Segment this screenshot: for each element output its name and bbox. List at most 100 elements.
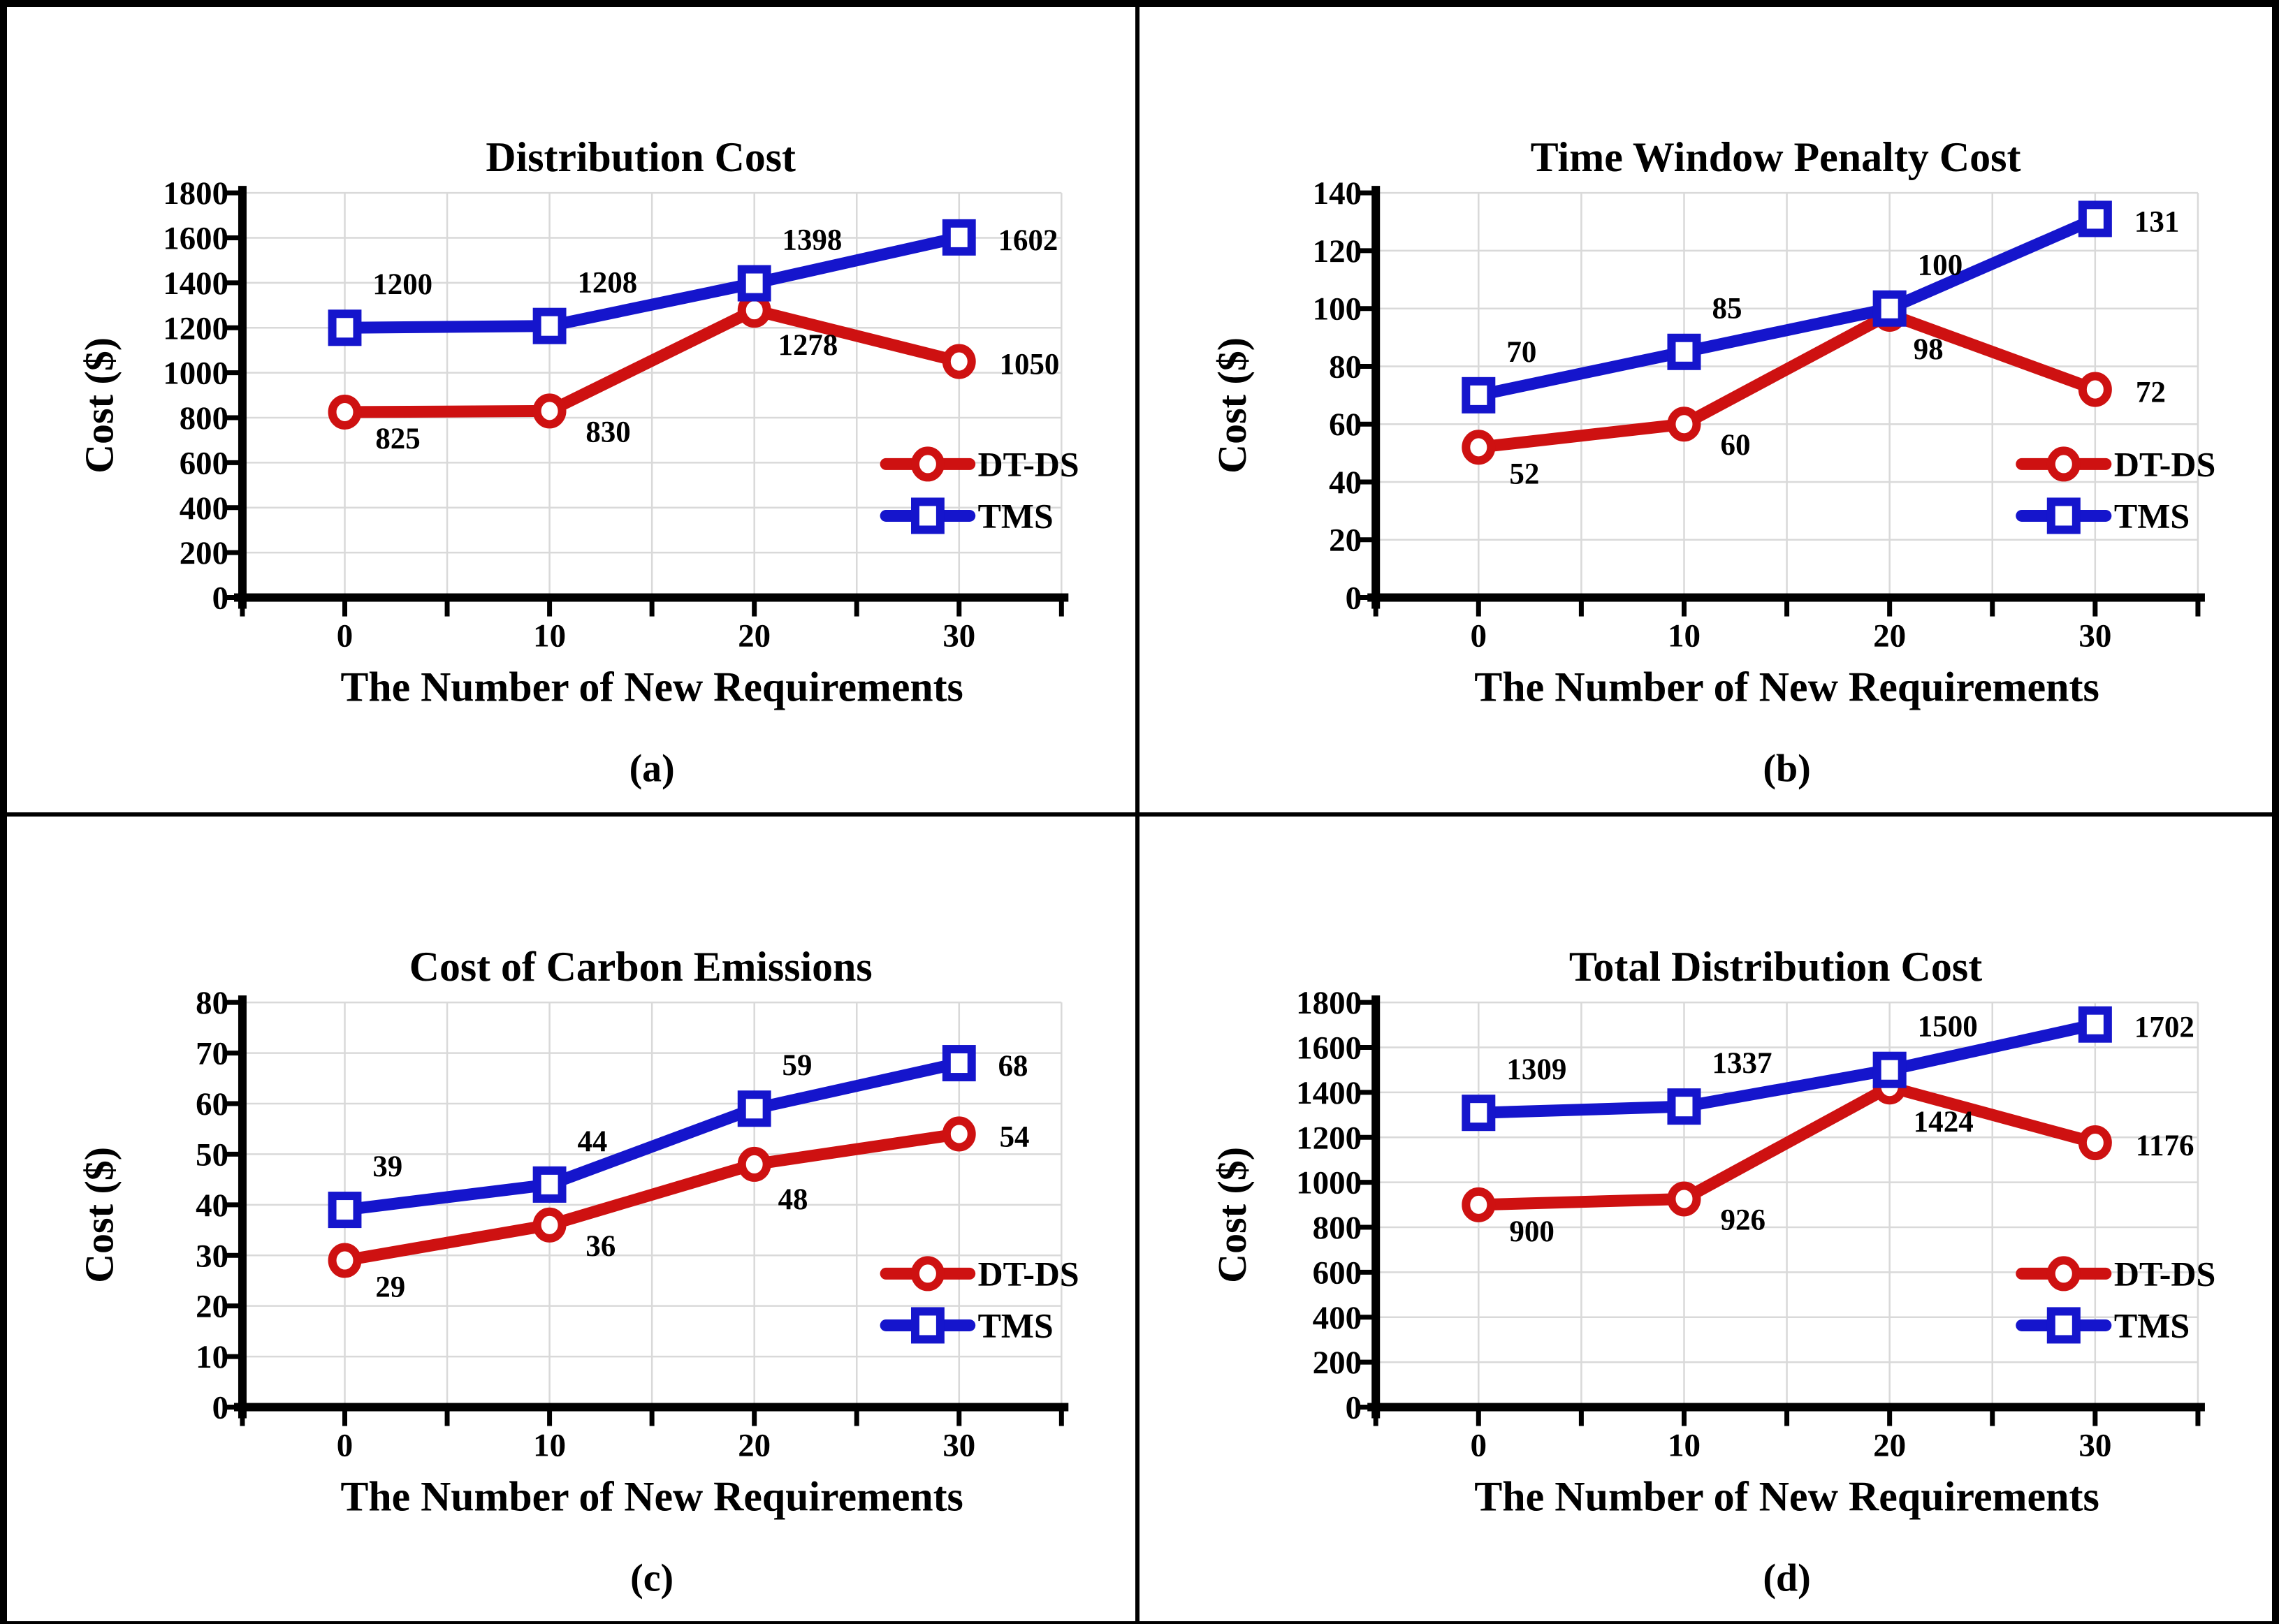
y-tick-label: 1800 [163, 175, 228, 212]
series-line-dt-ds [1472, 1081, 2102, 1211]
data-label: 52 [1509, 458, 1539, 490]
y-axis-title: Cost ($) [1209, 1147, 1255, 1283]
y-tick-label: 400 [1313, 1299, 1362, 1336]
series-line-tms [1472, 1018, 2102, 1119]
data-label: 1602 [998, 224, 1058, 257]
x-tick-label: 0 [1471, 1427, 1487, 1463]
series-line-tms [1472, 212, 2102, 402]
y-tick-label: 1000 [1296, 1164, 1362, 1201]
data-label: 131 [2134, 205, 2180, 238]
legend-label: TMS [2114, 496, 2190, 535]
data-label: 72 [2136, 376, 2166, 409]
x-tick-label: 30 [942, 617, 975, 654]
line-chart-b: 0 20 40 60 80 100 120 140 0 10 20 30 Time Window Pen… [1209, 134, 2215, 791]
legend-marker-circle [910, 446, 945, 482]
data-label: 900 [1509, 1215, 1554, 1248]
y-tick-label: 1800 [1296, 985, 1362, 1021]
marker-circle [942, 1116, 976, 1152]
y-tick-label: 0 [1346, 580, 1362, 617]
marker-square [328, 1191, 362, 1228]
marker-circle [1667, 407, 1701, 442]
data-label: 54 [1000, 1120, 1030, 1153]
series-line-tms [339, 231, 966, 334]
marker-square [737, 265, 771, 302]
x-tick-label: 10 [1668, 618, 1701, 654]
marker-square [532, 307, 567, 344]
y-tick-label: 60 [1329, 407, 1362, 443]
marker-square [328, 309, 362, 346]
y-tick-label: 20 [1329, 522, 1362, 559]
data-label: 1702 [2134, 1011, 2194, 1044]
marker-square [1872, 1051, 1907, 1088]
x-axis-title: The Number of New Requirements [340, 1473, 963, 1519]
x-axis-title: The Number of New Requirements [1474, 1473, 2099, 1519]
panel-caption: (b) [1763, 747, 1810, 791]
chart-panel-d: 0 200 400 600 800 1000 1200 1400 1600 1800 0 10 20 30… [1140, 816, 2272, 1622]
legend-marker-circle [2046, 446, 2081, 482]
y-tick-label: 30 [196, 1238, 228, 1274]
data-label: 29 [375, 1271, 405, 1303]
panel-caption: (d) [1763, 1556, 1810, 1600]
y-tick-label: 0 [212, 1389, 228, 1426]
legend-label: DT-DS [2114, 444, 2215, 483]
y-tick-label: 1400 [1296, 1075, 1362, 1111]
series-line-tms [339, 1057, 966, 1216]
chart-panel-a: 0 200 400 600 800 1000 1200 1400 1600 1800 0 10 20 30… [7, 7, 1140, 817]
marker-circle [532, 393, 567, 429]
legend-marker-square [910, 497, 945, 534]
marker-circle [1667, 1181, 1701, 1217]
y-tick-label: 1600 [163, 220, 228, 256]
chart-title: Time Window Penalty Cost [1531, 134, 2021, 180]
chart-title: Distribution Cost [486, 134, 796, 180]
x-tick-label: 20 [1873, 1427, 1906, 1463]
y-tick-label: 60 [196, 1086, 228, 1122]
x-tick-label: 20 [738, 1427, 771, 1463]
legend-label: DT-DS [978, 1254, 1079, 1293]
data-label: 1050 [1000, 349, 1060, 381]
data-label: 100 [1918, 249, 1963, 282]
marker-square [2078, 1006, 2112, 1043]
marker-circle [328, 394, 362, 430]
legend-marker-circle [2046, 1256, 2081, 1292]
marker-circle [737, 1146, 771, 1182]
x-tick-label: 10 [533, 1427, 566, 1463]
marker-square [1462, 376, 1496, 414]
y-tick-label: 0 [1346, 1389, 1362, 1426]
marker-circle [532, 1207, 567, 1243]
legend-marker-circle [910, 1256, 945, 1292]
y-tick-label: 800 [1313, 1210, 1362, 1246]
data-label: 44 [577, 1125, 607, 1157]
y-tick-label: 40 [1329, 464, 1362, 501]
y-tick-label: 10 [196, 1339, 228, 1375]
data-label: 1424 [1914, 1106, 1974, 1139]
legend-marker-square [2046, 1307, 2081, 1344]
panel-caption: (a) [629, 747, 675, 791]
y-tick-label: 800 [180, 400, 228, 437]
x-tick-label: 10 [1668, 1427, 1701, 1463]
x-axis-title: The Number of New Requirements [1474, 664, 2099, 710]
y-tick-label: 600 [180, 445, 228, 481]
x-tick-label: 0 [337, 1427, 353, 1463]
x-tick-label: 30 [2078, 618, 2111, 654]
marker-square [737, 1090, 771, 1127]
y-tick-label: 100 [1313, 291, 1362, 328]
legend-label: TMS [2114, 1305, 2190, 1345]
marker-square [1667, 333, 1701, 370]
legend-label: DT-DS [2114, 1254, 2215, 1293]
legend-label: DT-DS [978, 445, 1079, 483]
y-tick-label: 600 [1313, 1254, 1362, 1291]
data-label: 1176 [2136, 1129, 2194, 1162]
data-label: 98 [1914, 333, 1944, 366]
chart-title: Cost of Carbon Emissions [409, 944, 873, 990]
data-label: 59 [782, 1049, 813, 1082]
y-tick-label: 1200 [1296, 1120, 1362, 1156]
data-label: 68 [998, 1050, 1028, 1083]
series-line-dt-ds [339, 1127, 966, 1266]
x-tick-label: 30 [2078, 1427, 2111, 1463]
marker-square [942, 1044, 976, 1081]
y-tick-label: 40 [196, 1187, 228, 1223]
marker-square [1462, 1094, 1496, 1131]
chart-panel-c: 0 10 20 30 40 50 60 70 80 0 10 20 30 Cost of Carbon E… [7, 816, 1140, 1622]
y-tick-label: 80 [196, 985, 228, 1021]
marker-square [1667, 1088, 1701, 1125]
